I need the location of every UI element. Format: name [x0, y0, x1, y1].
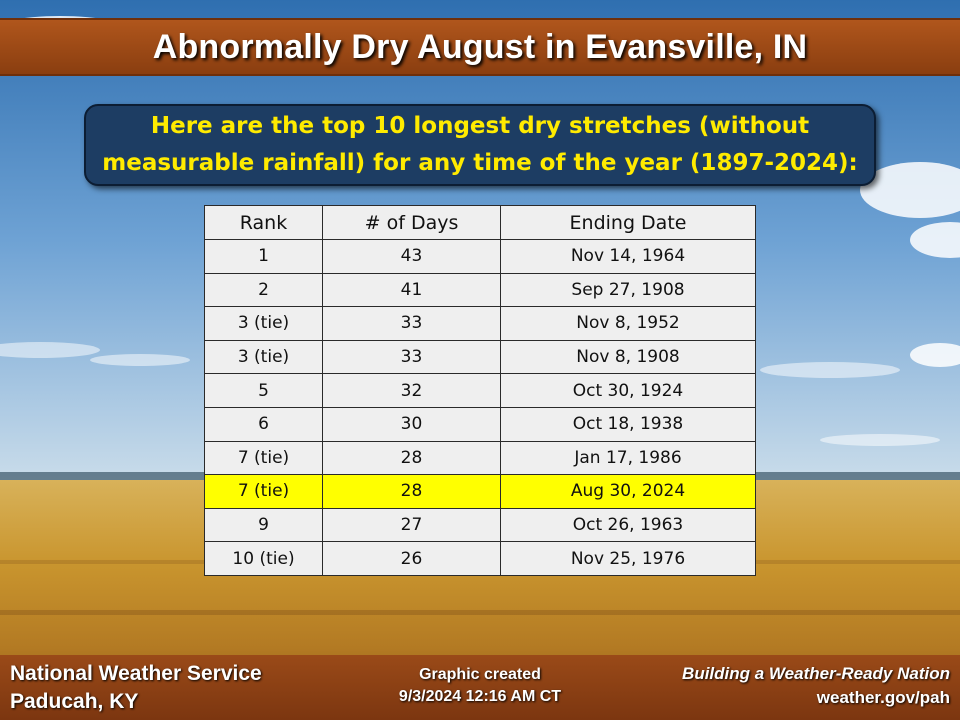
subtitle-line-2: measurable rainfall) for any time of the… — [102, 150, 858, 176]
footer-website: weather.gov/pah — [816, 688, 950, 707]
cell-days: 28 — [322, 474, 501, 509]
cell-days: 43 — [322, 239, 501, 274]
cell-days: 33 — [322, 339, 501, 375]
cell-rank: 7 (tie) — [204, 474, 323, 509]
footer-org-location: Paducah, KY — [10, 690, 139, 713]
cell-date: Jan 17, 1986 — [500, 440, 756, 476]
cell-days: 30 — [322, 406, 501, 442]
cell-rank: 6 — [204, 406, 323, 442]
cell-days: 32 — [322, 373, 501, 408]
cell-days: 41 — [322, 272, 501, 308]
cell-rank: 7 (tie) — [204, 440, 323, 476]
cell-days: 28 — [322, 440, 501, 476]
subtitle-box: Here are the top 10 longest dry stretche… — [84, 104, 876, 186]
header-days: # of Days — [322, 205, 501, 240]
table-row: 2 41 Sep 27, 1908 — [204, 272, 756, 308]
table-row: 3 (tie) 33 Nov 8, 1908 — [204, 339, 756, 375]
cell-rank: 1 — [204, 239, 323, 274]
title-banner: Abnormally Dry August in Evansville, IN — [0, 18, 960, 76]
cell-rank: 9 — [204, 507, 323, 543]
table-row: 5 32 Oct 30, 1924 — [204, 373, 756, 408]
table-row: 3 (tie) 33 Nov 8, 1952 — [204, 306, 756, 341]
cell-days: 26 — [322, 541, 501, 576]
table-header-row: Rank # of Days Ending Date — [204, 205, 756, 240]
cell-date: Nov 25, 1976 — [500, 541, 756, 576]
footer-created-timestamp: 9/3/2024 12:16 AM CT — [398, 688, 562, 705]
table-row: 10 (tie) 26 Nov 25, 1976 — [204, 541, 756, 576]
cell-rank: 10 (tie) — [204, 541, 323, 576]
cell-date: Oct 18, 1938 — [500, 406, 756, 442]
table-row: 9 27 Oct 26, 1963 — [204, 507, 756, 543]
cell-date: Aug 30, 2024 — [500, 474, 756, 509]
table-row-highlighted: 7 (tie) 28 Aug 30, 2024 — [204, 474, 756, 509]
header-rank: Rank — [204, 205, 323, 240]
footer-created-label: Graphic created — [419, 666, 541, 683]
cell-rank: 3 (tie) — [204, 306, 323, 341]
table-row: 6 30 Oct 18, 1938 — [204, 406, 756, 442]
cell-rank: 2 — [204, 272, 323, 308]
cell-days: 33 — [322, 306, 501, 341]
subtitle-text: Here are the top 10 longest dry stretche… — [102, 108, 857, 182]
page-title: Abnormally Dry August in Evansville, IN — [152, 27, 808, 66]
cell-days: 27 — [322, 507, 501, 543]
footer-bar — [0, 655, 960, 720]
table-row: 7 (tie) 28 Jan 17, 1986 — [204, 440, 756, 476]
cell-date: Nov 8, 1952 — [500, 306, 756, 341]
cell-date: Nov 8, 1908 — [500, 339, 756, 375]
table-row: 1 43 Nov 14, 1964 — [204, 239, 756, 274]
clouds — [0, 16, 960, 446]
cell-date: Sep 27, 1908 — [500, 272, 756, 308]
subtitle-line-1: Here are the top 10 longest dry stretche… — [150, 113, 810, 139]
cell-date: Oct 26, 1963 — [500, 507, 756, 543]
cell-rank: 3 (tie) — [204, 339, 323, 375]
footer-org-name: National Weather Service — [10, 662, 262, 685]
footer-slogan: Building a Weather-Ready Nation — [682, 664, 950, 683]
dry-stretch-table: Rank # of Days Ending Date 1 43 Nov 14, … — [204, 205, 756, 576]
cell-rank: 5 — [204, 373, 323, 408]
header-ending-date: Ending Date — [500, 205, 756, 240]
cell-date: Oct 30, 1924 — [500, 373, 756, 408]
cell-date: Nov 14, 1964 — [500, 239, 756, 274]
